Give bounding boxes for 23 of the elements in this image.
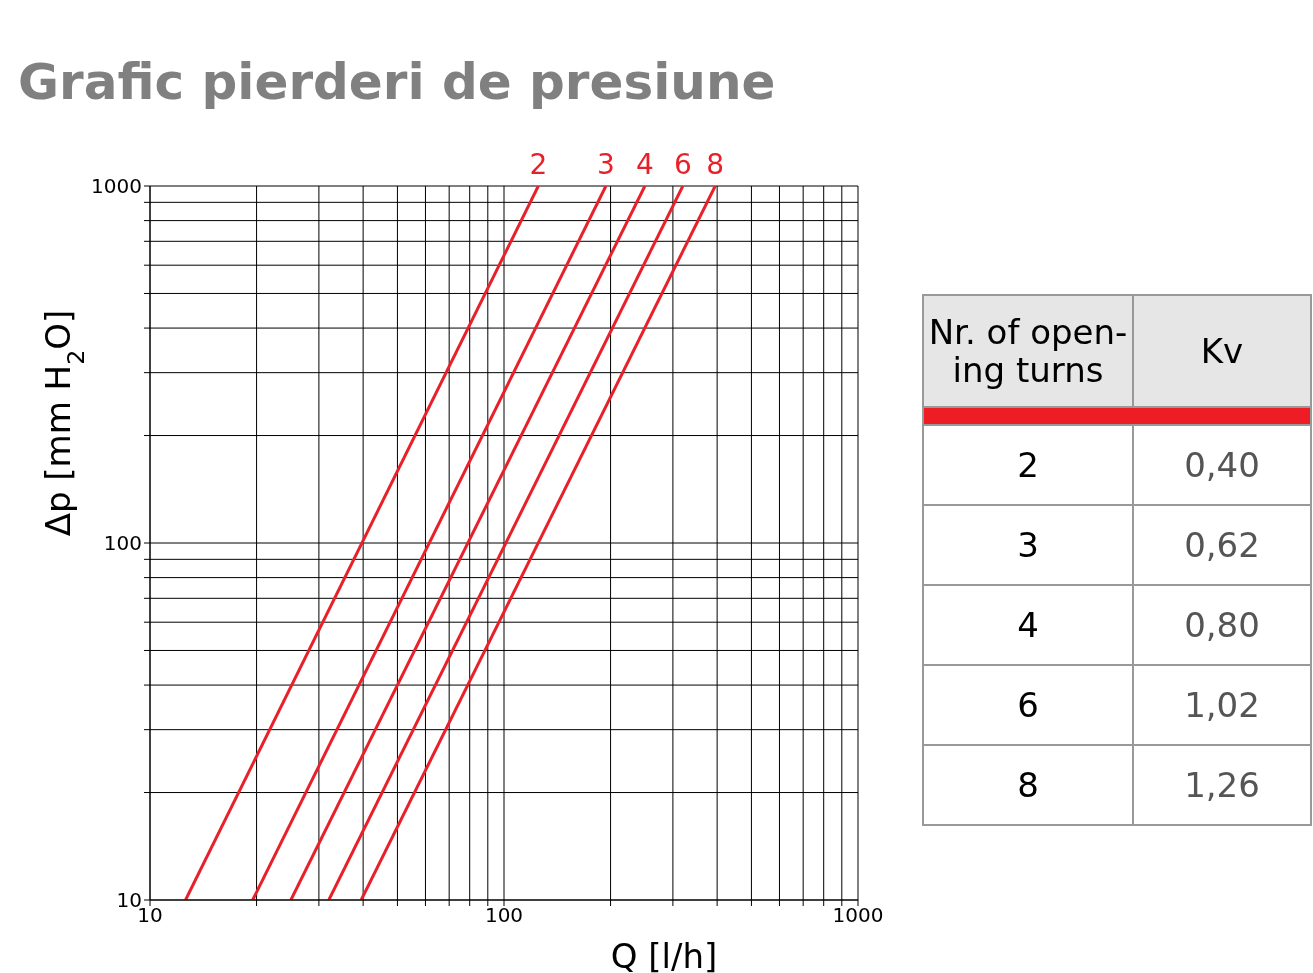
category-label: 3 [923,505,1133,585]
text: Kv [1133,295,1311,407]
text: 0,80 [1133,585,1311,665]
y-tick-label: 100 [103,531,142,556]
x-tick-label: 1000 [832,903,884,928]
series-label: 3 [596,148,615,181]
chart-title: Grafic pierderi de presiune [18,53,776,111]
text: 1,26 [1133,745,1311,825]
category-label: 4 [923,585,1133,665]
text: Nr. of open-ing turns [923,295,1133,407]
category-label: 6 [923,665,1133,745]
category-label: 2 [923,425,1133,505]
series-label: 2 [529,148,548,181]
series-label: 8 [706,148,725,181]
x-axis-title: Q [l/h] [610,936,718,973]
y-tick-label: 1000 [91,174,142,199]
series-label: 4 [635,148,654,181]
text: 0,62 [1133,505,1311,585]
series-label: 6 [673,148,692,181]
text: 0,40 [1133,425,1311,505]
category-label: 8 [923,745,1133,825]
x-tick-label: 100 [484,903,524,928]
text: 1,02 [1133,665,1311,745]
